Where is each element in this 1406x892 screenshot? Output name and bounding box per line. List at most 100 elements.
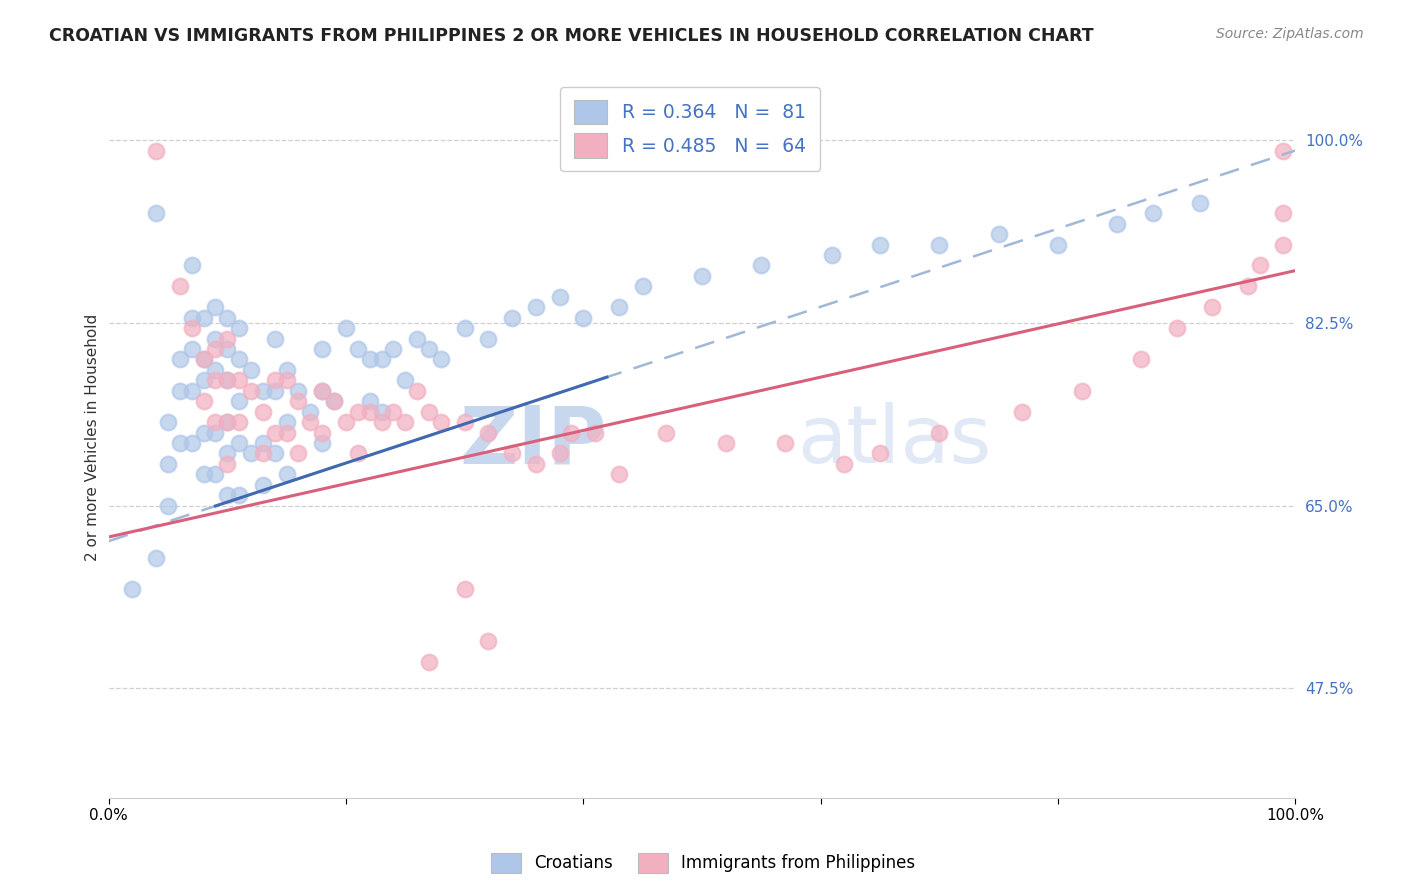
Point	[1272, 206, 1295, 220]
Point	[204, 467, 226, 482]
Point	[359, 352, 381, 367]
Point	[714, 436, 737, 450]
Point	[1107, 217, 1129, 231]
Point	[193, 310, 215, 325]
Point	[524, 300, 547, 314]
Point	[276, 415, 298, 429]
Point	[287, 394, 309, 409]
Point	[311, 425, 333, 440]
Point	[631, 279, 654, 293]
Point	[263, 425, 285, 440]
Point	[228, 373, 250, 387]
Point	[228, 488, 250, 502]
Point	[418, 404, 440, 418]
Point	[501, 446, 523, 460]
Point	[548, 290, 571, 304]
Point	[169, 384, 191, 398]
Legend: R = 0.364   N =  81, R = 0.485   N =  64: R = 0.364 N = 81, R = 0.485 N = 64	[561, 87, 820, 170]
Point	[311, 384, 333, 398]
Point	[252, 384, 274, 398]
Point	[477, 332, 499, 346]
Point	[1201, 300, 1223, 314]
Point	[548, 446, 571, 460]
Point	[1236, 279, 1258, 293]
Y-axis label: 2 or more Vehicles in Household: 2 or more Vehicles in Household	[86, 314, 100, 561]
Point	[252, 477, 274, 491]
Point	[607, 467, 630, 482]
Point	[1129, 352, 1152, 367]
Point	[299, 415, 322, 429]
Point	[217, 488, 239, 502]
Point	[346, 404, 368, 418]
Point	[252, 436, 274, 450]
Point	[311, 436, 333, 450]
Point	[217, 415, 239, 429]
Point	[335, 415, 357, 429]
Text: CROATIAN VS IMMIGRANTS FROM PHILIPPINES 2 OR MORE VEHICLES IN HOUSEHOLD CORRELAT: CROATIAN VS IMMIGRANTS FROM PHILIPPINES …	[49, 27, 1094, 45]
Text: ZIP: ZIP	[460, 402, 607, 481]
Point	[394, 373, 416, 387]
Point	[145, 550, 167, 565]
Point	[869, 237, 891, 252]
Point	[169, 352, 191, 367]
Point	[228, 436, 250, 450]
Point	[193, 352, 215, 367]
Point	[287, 446, 309, 460]
Point	[749, 259, 772, 273]
Point	[204, 342, 226, 356]
Point	[263, 384, 285, 398]
Text: Source: ZipAtlas.com: Source: ZipAtlas.com	[1216, 27, 1364, 41]
Point	[430, 415, 453, 429]
Point	[453, 415, 475, 429]
Point	[346, 446, 368, 460]
Point	[276, 363, 298, 377]
Point	[228, 352, 250, 367]
Point	[1046, 237, 1069, 252]
Point	[276, 373, 298, 387]
Point	[418, 342, 440, 356]
Point	[1142, 206, 1164, 220]
Point	[217, 446, 239, 460]
Point	[204, 332, 226, 346]
Point	[228, 321, 250, 335]
Point	[1166, 321, 1188, 335]
Point	[335, 321, 357, 335]
Point	[180, 384, 202, 398]
Point	[204, 373, 226, 387]
Point	[240, 363, 263, 377]
Point	[240, 446, 263, 460]
Point	[228, 394, 250, 409]
Point	[869, 446, 891, 460]
Point	[406, 332, 429, 346]
Point	[228, 415, 250, 429]
Point	[145, 206, 167, 220]
Point	[477, 634, 499, 648]
Point	[276, 467, 298, 482]
Point	[204, 300, 226, 314]
Point	[821, 248, 844, 262]
Point	[263, 332, 285, 346]
Point	[252, 404, 274, 418]
Point	[607, 300, 630, 314]
Point	[193, 394, 215, 409]
Point	[1249, 259, 1271, 273]
Point	[370, 404, 392, 418]
Point	[311, 384, 333, 398]
Point	[832, 457, 855, 471]
Point	[524, 457, 547, 471]
Point	[156, 415, 179, 429]
Point	[204, 363, 226, 377]
Point	[572, 310, 595, 325]
Legend: Croatians, Immigrants from Philippines: Croatians, Immigrants from Philippines	[484, 847, 922, 880]
Point	[323, 394, 346, 409]
Point	[583, 425, 606, 440]
Point	[217, 342, 239, 356]
Point	[1272, 144, 1295, 158]
Point	[382, 342, 405, 356]
Point	[180, 321, 202, 335]
Point	[263, 446, 285, 460]
Point	[370, 415, 392, 429]
Point	[193, 467, 215, 482]
Point	[169, 436, 191, 450]
Point	[773, 436, 796, 450]
